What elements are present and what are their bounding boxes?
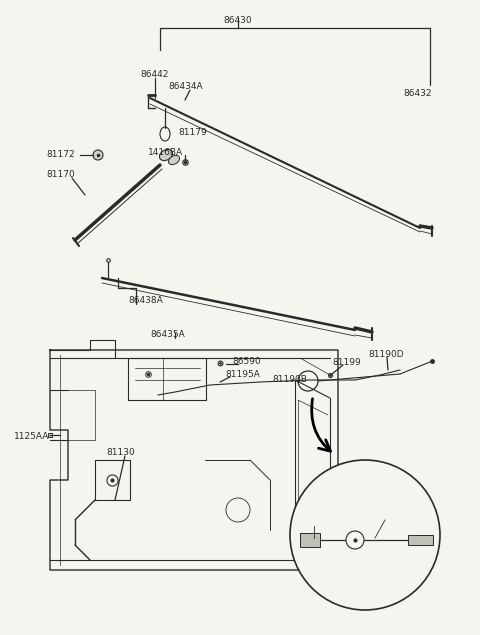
Text: 86430: 86430 bbox=[224, 16, 252, 25]
Circle shape bbox=[290, 460, 440, 610]
Bar bbox=[408, 535, 433, 545]
Text: 86435A: 86435A bbox=[150, 330, 185, 339]
Text: 86434A: 86434A bbox=[168, 82, 203, 91]
Text: 86590: 86590 bbox=[232, 357, 261, 366]
Text: 81190B: 81190B bbox=[272, 375, 307, 384]
Text: 1416BA: 1416BA bbox=[148, 148, 183, 157]
Text: 81172: 81172 bbox=[46, 150, 74, 159]
Text: 86442: 86442 bbox=[140, 70, 168, 79]
Circle shape bbox=[93, 150, 103, 160]
Text: 1125AA: 1125AA bbox=[14, 432, 49, 441]
Text: 81170: 81170 bbox=[46, 170, 75, 179]
Text: 81190B: 81190B bbox=[298, 520, 330, 529]
Text: 81199: 81199 bbox=[332, 358, 361, 367]
Text: 81130: 81130 bbox=[106, 448, 135, 457]
Bar bbox=[300, 533, 320, 547]
Ellipse shape bbox=[168, 156, 180, 164]
Text: 81190D: 81190D bbox=[370, 513, 403, 522]
Ellipse shape bbox=[159, 149, 172, 161]
Text: 86438A: 86438A bbox=[128, 296, 163, 305]
Text: 81190D: 81190D bbox=[368, 350, 404, 359]
Circle shape bbox=[346, 531, 364, 549]
Text: 81195A: 81195A bbox=[225, 370, 260, 379]
Bar bbox=[128, 358, 206, 400]
Text: 81179: 81179 bbox=[178, 128, 207, 137]
Text: 86432: 86432 bbox=[403, 89, 432, 98]
